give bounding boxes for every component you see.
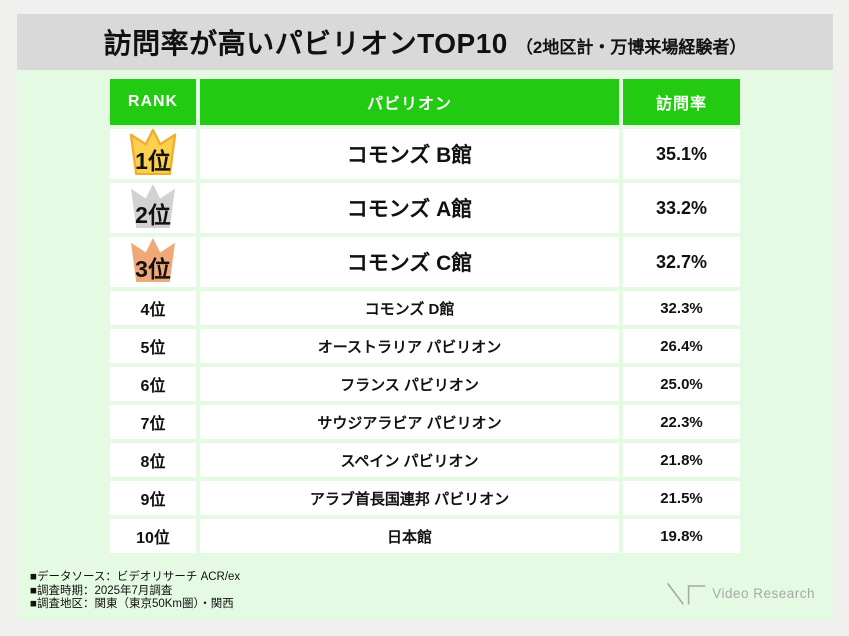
video-research-logo: Video Research: [665, 578, 815, 608]
pavilion-name: 日本館: [200, 519, 619, 553]
table-row: 5位 オーストラリア パビリオン 26.4%: [110, 329, 740, 363]
crown-icon: [129, 129, 177, 175]
infographic-card: 訪問率が高いパビリオンTOP10 （2地区計・万博来場経験者） RANK パビリ…: [17, 14, 833, 620]
rank-label: 7位: [140, 416, 166, 433]
pavilion-name: スペイン パビリオン: [200, 443, 619, 477]
table-row: 1位 コモンズ B館 35.1%: [110, 129, 740, 179]
rank-label: 2位: [135, 202, 171, 228]
ranking-rows: 1位 コモンズ B館 35.1% 2位 コモンズ A館 33.2% 3位 コモン…: [110, 129, 740, 553]
table-row: 4位 コモンズ D館 32.3%: [110, 291, 740, 325]
table-row: 10位 日本館 19.8%: [110, 519, 740, 553]
visit-rate: 22.3%: [623, 405, 740, 439]
visit-rate: 35.1%: [623, 129, 740, 179]
page-title: 訪問率が高いパビリオンTOP10: [103, 28, 508, 59]
ranking-table: RANK パビリオン 訪問率 1位 コモンズ B館 35.1% 2位 コモンズ …: [110, 79, 740, 553]
rank-label: 9位: [140, 492, 166, 509]
rank-cell: 3位: [110, 237, 196, 287]
rank-label: 4位: [140, 302, 166, 319]
rank-cell: 4位: [110, 291, 196, 325]
rank-label: 1位: [135, 148, 171, 174]
pavilion-name: コモンズ B館: [200, 129, 619, 179]
visit-rate: 32.7%: [623, 237, 740, 287]
rank-cell: 6位: [110, 367, 196, 401]
rank-cell: 10位: [110, 519, 196, 553]
rank-cell: 2位: [110, 183, 196, 233]
table-row: 6位 フランス パビリオン 25.0%: [110, 367, 740, 401]
visit-rate: 32.3%: [623, 291, 740, 325]
page-subtitle: （2地区計・万博来場経験者）: [515, 38, 747, 57]
table-row: 9位 アラブ首長国連邦 パビリオン 21.5%: [110, 481, 740, 515]
pavilion-name: オーストラリア パビリオン: [200, 329, 619, 363]
column-header-rank: RANK: [110, 79, 196, 125]
logo-mark-icon: [667, 582, 706, 605]
pavilion-name: コモンズ A館: [200, 183, 619, 233]
footnote-line: ■調査時期：2025年7月調査: [30, 584, 173, 597]
pavilion-name: コモンズ C館: [200, 237, 619, 287]
pavilion-name: サウジアラビア パビリオン: [200, 405, 619, 439]
rank-cell: 9位: [110, 481, 196, 515]
rank-cell: 7位: [110, 405, 196, 439]
visit-rate: 21.8%: [623, 443, 740, 477]
visit-rate: 33.2%: [623, 183, 740, 233]
column-header-rate: 訪問率: [623, 79, 740, 125]
footnote-line: ■調査地区：関東（東京50Km圏）・関西: [30, 598, 234, 610]
pavilion-name: コモンズ D館: [200, 291, 619, 325]
rank-cell: 5位: [110, 329, 196, 363]
pavilion-name: アラブ首長国連邦 パビリオン: [200, 481, 619, 515]
visit-rate: 21.5%: [623, 481, 740, 515]
visit-rate: 26.4%: [623, 329, 740, 363]
rank-label: 5位: [140, 340, 166, 357]
table-row: 8位 スペイン パビリオン 21.8%: [110, 443, 740, 477]
table-row: 2位 コモンズ A館 33.2%: [110, 183, 740, 233]
table-row: 7位 サウジアラビア パビリオン 22.3%: [110, 405, 740, 439]
footnotes: ■データソース：ビデオリサーチ ACR/ex ■調査時期：2025年7月調査 ■調査…: [30, 571, 240, 612]
pavilion-name: フランス パビリオン: [200, 367, 619, 401]
rank-cell: 1位: [110, 129, 196, 179]
rank-label: 6位: [140, 378, 166, 395]
logo-text: Video Research: [712, 585, 815, 601]
visit-rate: 19.8%: [623, 519, 740, 553]
column-header-pavilion: パビリオン: [200, 79, 619, 125]
table-row: 3位 コモンズ C館 32.7%: [110, 237, 740, 287]
rank-label: 8位: [140, 454, 166, 471]
rank-label: 10位: [136, 530, 170, 547]
crown-icon: [130, 183, 176, 229]
rank-cell: 8位: [110, 443, 196, 477]
crown-icon: [130, 237, 176, 283]
title-bar: 訪問率が高いパビリオンTOP10 （2地区計・万博来場経験者）: [17, 14, 833, 70]
footnote-line: ■データソース：ビデオリサーチ ACR/ex: [30, 571, 241, 583]
rank-label: 3位: [135, 256, 171, 282]
table-header-row: RANK パビリオン 訪問率: [110, 79, 740, 125]
visit-rate: 25.0%: [623, 367, 740, 401]
